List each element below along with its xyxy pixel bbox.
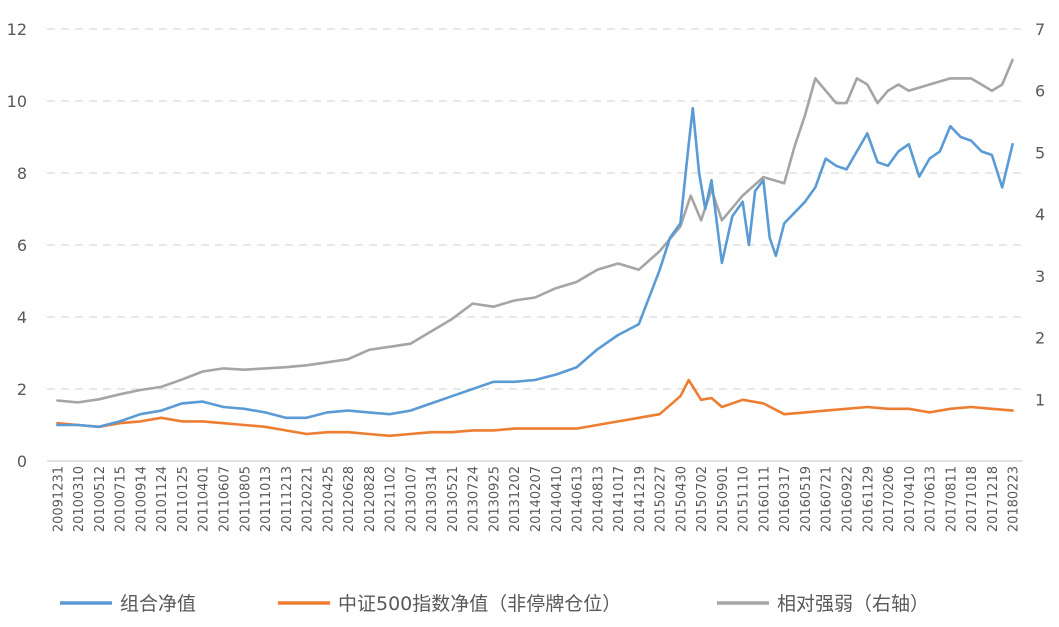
x-tick-label: 20140813 bbox=[591, 466, 606, 532]
x-tick-label: 20160519 bbox=[799, 466, 814, 532]
x-tick-label: 20170206 bbox=[882, 466, 897, 532]
x-tick-label: 20130521 bbox=[446, 466, 461, 532]
series-line-0 bbox=[56, 106, 1014, 429]
legend-label: 中证500指数净值（非停牌仓位） bbox=[338, 593, 621, 615]
x-axis-ticks: 20091231 20100310 20100512 20100715 20100914… bbox=[51, 466, 1021, 532]
legend-label: 组合净值 bbox=[120, 593, 196, 615]
x-tick-label: 20160721 bbox=[820, 466, 835, 532]
legend-label: 相对强弱（右轴） bbox=[777, 593, 929, 615]
x-tick-label: 20140613 bbox=[571, 466, 586, 532]
left-y-tick: 0 bbox=[17, 452, 27, 471]
left-y-tick: 4 bbox=[17, 308, 27, 327]
left-y-axis: 0 2 4 6 8 10 12 bbox=[7, 20, 27, 471]
left-y-tick: 6 bbox=[17, 236, 27, 255]
right-y-tick: 6 bbox=[1035, 82, 1045, 101]
right-y-tick: 7 bbox=[1035, 20, 1045, 39]
x-tick-label: 20160111 bbox=[757, 466, 772, 532]
right-y-tick: 3 bbox=[1035, 267, 1045, 286]
right-y-tick: 5 bbox=[1035, 143, 1045, 162]
left-y-tick: 10 bbox=[7, 92, 27, 111]
x-tick-label: 20150702 bbox=[695, 466, 710, 532]
x-tick-label: 20171018 bbox=[965, 466, 980, 532]
left-y-tick: 12 bbox=[7, 20, 27, 39]
x-tick-label: 20141219 bbox=[633, 466, 648, 532]
x-tick-label: 20100310 bbox=[72, 466, 87, 532]
x-tick-label: 20111013 bbox=[259, 466, 274, 532]
x-tick-label: 20140207 bbox=[529, 466, 544, 532]
x-tick-label: 20110125 bbox=[176, 466, 191, 532]
grid-lines bbox=[47, 28, 1023, 390]
x-tick-label: 20110607 bbox=[218, 466, 233, 532]
x-tick-label: 20170410 bbox=[903, 466, 918, 532]
series-line-2 bbox=[56, 58, 1014, 404]
x-tick-label: 20120221 bbox=[301, 466, 316, 532]
x-tick-label: 20121102 bbox=[384, 466, 399, 532]
x-tick-label: 20131202 bbox=[508, 466, 523, 532]
left-y-tick: 2 bbox=[17, 380, 27, 399]
x-tick-label: 20160317 bbox=[778, 466, 793, 532]
x-tick-label: 20150901 bbox=[716, 466, 731, 532]
x-tick-label: 20130925 bbox=[487, 466, 502, 532]
x-tick-label: 20120425 bbox=[321, 466, 336, 532]
x-tick-label: 20120628 bbox=[342, 466, 357, 532]
x-tick-label: 20170811 bbox=[944, 466, 959, 532]
left-y-tick: 8 bbox=[17, 164, 27, 183]
x-tick-label: 20130107 bbox=[404, 466, 419, 532]
x-tick-label: 20140410 bbox=[550, 466, 565, 532]
x-tick-label: 20170613 bbox=[924, 466, 939, 532]
series-lines bbox=[56, 58, 1014, 438]
right-y-tick: 2 bbox=[1035, 329, 1045, 348]
x-tick-label: 20100715 bbox=[114, 466, 129, 532]
x-tick-label: 20100914 bbox=[134, 466, 149, 532]
x-tick-label: 20141017 bbox=[612, 466, 627, 532]
x-tick-label: 20130314 bbox=[425, 466, 440, 532]
x-tick-label: 20150227 bbox=[654, 466, 669, 532]
x-tick-label: 20151110 bbox=[737, 466, 752, 532]
series-line-1 bbox=[56, 378, 1014, 438]
x-tick-label: 20160922 bbox=[840, 466, 855, 532]
right-y-axis: 1 2 3 4 5 6 7 bbox=[1035, 20, 1045, 409]
legend: 组合净值 中证500指数净值（非停牌仓位） 相对强弱（右轴） bbox=[60, 593, 929, 615]
right-y-tick: 4 bbox=[1035, 205, 1045, 224]
x-tick-label: 20091231 bbox=[51, 466, 66, 532]
x-tick-label: 20120828 bbox=[363, 466, 378, 532]
x-tick-label: 20100512 bbox=[93, 466, 108, 532]
x-tick-label: 20161129 bbox=[861, 466, 876, 532]
x-tick-label: 20150430 bbox=[674, 466, 689, 532]
x-tick-label: 20110401 bbox=[197, 466, 212, 532]
x-tick-label: 20110805 bbox=[238, 466, 253, 532]
x-tick-label: 20171218 bbox=[986, 466, 1001, 532]
x-tick-label: 20111213 bbox=[280, 466, 295, 532]
x-tick-label: 20101124 bbox=[155, 466, 170, 532]
x-tick-label: 20130724 bbox=[467, 466, 482, 532]
x-tick-label: 20180223 bbox=[1007, 466, 1022, 532]
right-y-tick: 1 bbox=[1035, 390, 1045, 409]
